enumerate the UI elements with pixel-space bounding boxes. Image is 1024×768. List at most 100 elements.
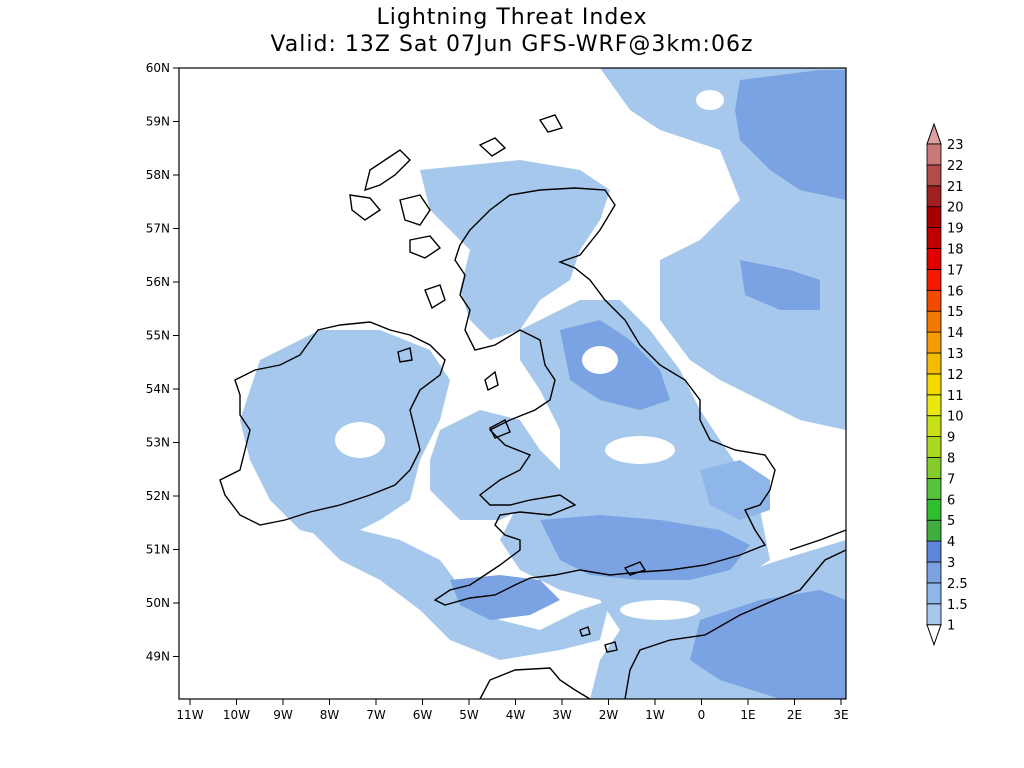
lat-tick-label: 50N xyxy=(146,596,170,610)
shading-patch-sea-mid xyxy=(740,260,820,310)
coast-skye xyxy=(399,194,431,226)
lat-tick-label: 56N xyxy=(146,275,170,289)
coast-france xyxy=(624,549,846,699)
colorbar-label: 16 xyxy=(947,284,964,299)
colorbar-label: 8 xyxy=(947,452,955,467)
lat-tick-label: 55N xyxy=(146,329,170,343)
coast-shetland xyxy=(538,114,564,133)
lat-tick-label: 49N xyxy=(146,650,170,664)
colorbar-label: 18 xyxy=(947,243,964,258)
colorbar-swatch xyxy=(926,164,942,187)
lon-tick-label: 10W xyxy=(223,708,250,722)
colorbar-swatch xyxy=(926,477,942,500)
lon-tick-label: 2E xyxy=(787,708,802,722)
lon-tick-label: 3W xyxy=(552,708,572,722)
colorbar-label: 12 xyxy=(947,368,964,383)
lon-tick-label: 6W xyxy=(413,708,433,722)
chart-title: Lightning Threat Index xyxy=(376,5,648,30)
colorbar-max-arrow xyxy=(926,122,942,145)
colorbar-label: 5 xyxy=(947,514,955,529)
colorbar-swatch xyxy=(926,206,942,228)
coast-anglesey xyxy=(489,419,511,439)
shading-patch-france xyxy=(690,590,846,699)
coast-isle-of-wight xyxy=(623,561,647,576)
shading-scotland xyxy=(420,160,610,340)
colorbar-swatch xyxy=(926,352,942,375)
coast-brittany xyxy=(479,667,591,699)
colorbar-swatch xyxy=(926,185,942,208)
lat-tick-label: 54N xyxy=(146,382,170,396)
lon-tick-label: 7W xyxy=(366,708,386,722)
colorbar-legend: 1 1.5 2.5 3 4 5 6 7 8 9 10 11 12 13 14 15 16 17 18 19 20 21 22… xyxy=(926,122,968,647)
colorbar-label: 1.5 xyxy=(947,598,968,613)
lon-tick-label: 1E xyxy=(740,708,755,722)
colorbar-swatch xyxy=(926,268,942,291)
lon-tick-label: 8W xyxy=(320,708,340,722)
lon-tick-label: 5W xyxy=(459,708,479,722)
coastlines xyxy=(219,114,846,699)
shading-patch-east xyxy=(700,460,770,520)
colorbar-swatch xyxy=(926,289,942,312)
shading-wales xyxy=(430,410,560,520)
colorbar-swatch xyxy=(926,331,942,354)
colorbar-label: 15 xyxy=(947,305,964,320)
lon-tick-label: 11W xyxy=(176,708,203,722)
lon-tick-label: 3E xyxy=(833,708,848,722)
colorbar-min-arrow xyxy=(926,624,942,647)
coast-belgium xyxy=(789,529,846,551)
colorbar-label: 10 xyxy=(947,410,964,425)
lat-tick-label: 58N xyxy=(146,168,170,182)
coast-channel-islands xyxy=(579,626,618,653)
colorbar-swatch xyxy=(926,227,942,249)
shading-gap-3 xyxy=(605,436,675,464)
shading-gap-2 xyxy=(582,346,618,374)
colorbar-label: 11 xyxy=(947,389,964,404)
map-frame xyxy=(178,67,847,700)
colorbar-label: 6 xyxy=(947,493,955,508)
latitude-axis: 60N 59N 58N 57N 56N 55N 54N 53N 52N 51N 50N 49N xyxy=(146,61,179,664)
colorbar-swatch xyxy=(926,603,942,626)
lon-tick-label: 0 xyxy=(698,708,706,722)
coast-mull xyxy=(409,235,442,259)
chart-subtitle: Valid: 13Z Sat 07Jun GFS-WRF@3km:06z xyxy=(270,32,754,57)
colorbar-swatch xyxy=(926,143,942,166)
lat-tick-label: 53N xyxy=(146,436,170,450)
colorbar-swatch xyxy=(926,561,942,584)
colorbar-swatch xyxy=(926,415,942,438)
colorbar-swatch xyxy=(926,248,942,270)
colorbar-label: 7 xyxy=(947,472,955,487)
colorbar-swatch xyxy=(926,373,942,396)
coast-ireland xyxy=(219,321,446,526)
coast-hebrides-2 xyxy=(349,194,382,221)
longitude-axis: 11W 10W 9W 8W 7W 6W 5W 4W 3W 2W 1W 0 1E 2E 3E xyxy=(176,699,849,722)
colorbar-swatch xyxy=(926,582,942,605)
coast-great-britain xyxy=(433,187,776,606)
shading-patch-ne-sea xyxy=(735,70,846,200)
threat-shading xyxy=(240,68,846,699)
coast-islay xyxy=(424,284,446,310)
colorbar-label: 1 xyxy=(947,619,955,634)
colorbar-label: 22 xyxy=(947,159,964,174)
lat-tick-label: 52N xyxy=(146,489,170,503)
shading-patch-sw xyxy=(450,575,560,620)
colorbar-label: 13 xyxy=(947,347,964,362)
colorbar-swatch xyxy=(926,436,942,458)
colorbar-swatch xyxy=(926,498,942,521)
lon-tick-label: 2W xyxy=(599,708,619,722)
colorbar-label: 23 xyxy=(947,138,964,153)
colorbar-swatch xyxy=(926,540,942,563)
shading-patch-south xyxy=(540,515,750,580)
lat-tick-label: 59N xyxy=(146,115,170,129)
colorbar-label: 14 xyxy=(947,326,964,341)
lon-tick-label: 9W xyxy=(273,708,293,722)
colorbar-label: 17 xyxy=(947,263,964,278)
coast-orkney xyxy=(478,137,507,157)
colorbar-label: 19 xyxy=(947,222,964,237)
colorbar-label: 21 xyxy=(947,180,964,195)
colorbar-swatch xyxy=(926,310,942,333)
lon-tick-label: 1W xyxy=(645,708,665,722)
lat-tick-label: 57N xyxy=(146,222,170,236)
coast-isle-of-man xyxy=(484,370,499,391)
colorbar-swatch xyxy=(926,519,942,542)
colorbar-label: 4 xyxy=(947,535,955,550)
